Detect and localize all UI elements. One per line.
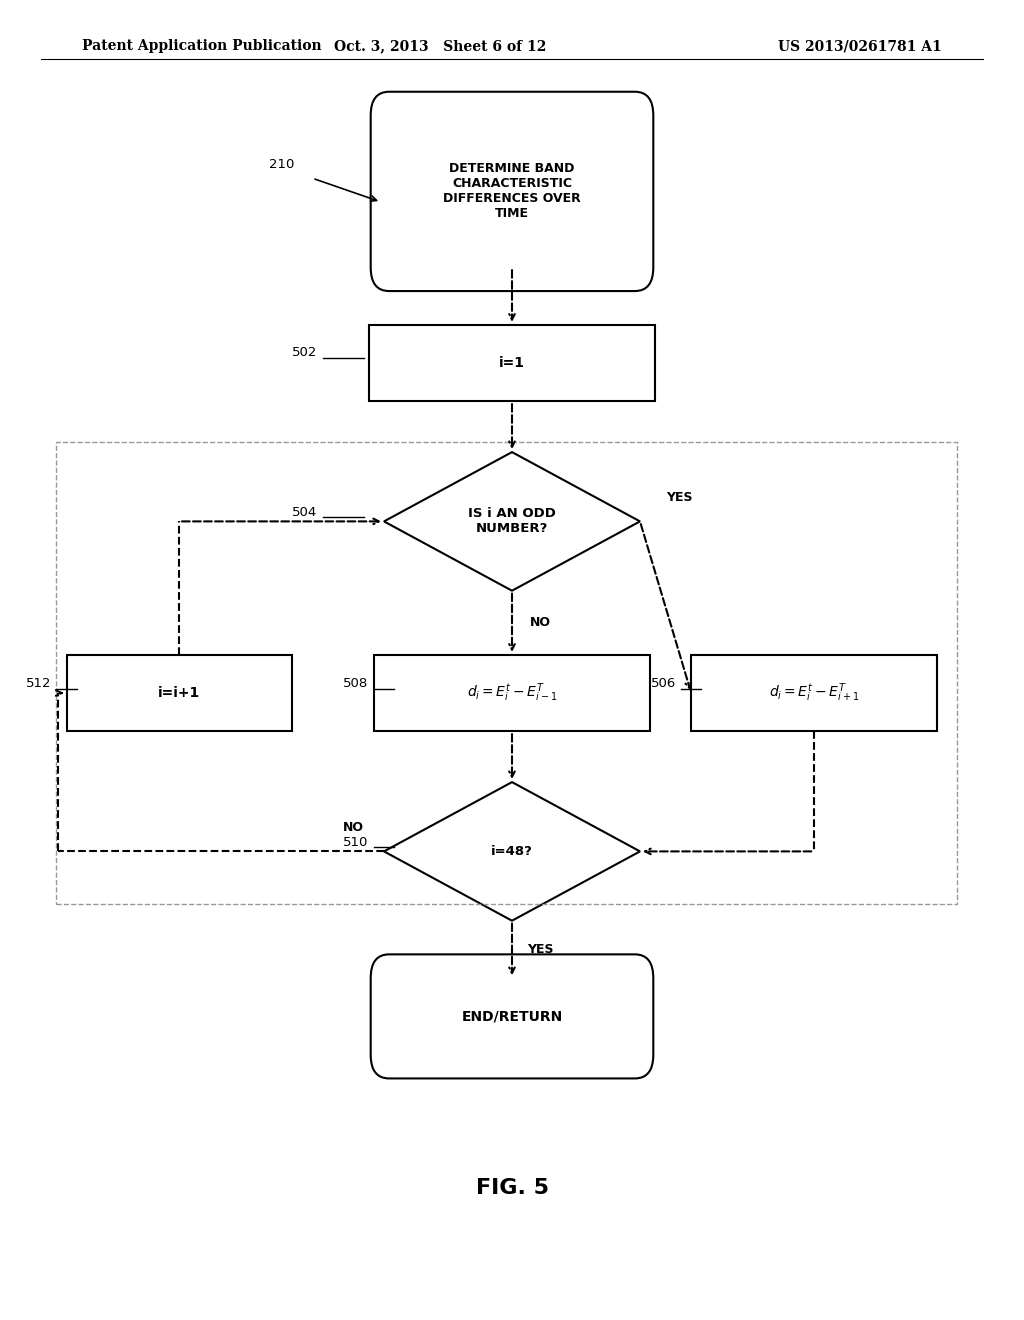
Text: i=48?: i=48? xyxy=(492,845,532,858)
Bar xyxy=(67,655,292,731)
Text: Patent Application Publication: Patent Application Publication xyxy=(82,40,322,53)
Text: DETERMINE BAND
CHARACTERISTIC
DIFFERENCES OVER
TIME: DETERMINE BAND CHARACTERISTIC DIFFERENCE… xyxy=(443,162,581,220)
Bar xyxy=(691,655,937,731)
Text: END/RETURN: END/RETURN xyxy=(462,1010,562,1023)
Text: i=1: i=1 xyxy=(499,356,525,370)
Text: YES: YES xyxy=(666,491,692,504)
Text: NO: NO xyxy=(343,821,364,834)
Text: Oct. 3, 2013   Sheet 6 of 12: Oct. 3, 2013 Sheet 6 of 12 xyxy=(334,40,547,53)
Text: $d_i=E_i^t-E_{i-1}^T$: $d_i=E_i^t-E_{i-1}^T$ xyxy=(467,681,557,705)
Text: $d_i=E_i^t-E_{i+1}^T$: $d_i=E_i^t-E_{i+1}^T$ xyxy=(769,681,859,705)
FancyBboxPatch shape xyxy=(371,92,653,290)
Bar xyxy=(369,325,655,401)
Polygon shape xyxy=(384,451,640,591)
Bar xyxy=(374,655,650,731)
Polygon shape xyxy=(384,781,640,921)
Text: 506: 506 xyxy=(650,677,676,690)
Text: 508: 508 xyxy=(343,677,369,690)
Text: 510: 510 xyxy=(343,836,369,849)
Text: NO: NO xyxy=(530,616,551,630)
Text: 504: 504 xyxy=(292,506,317,519)
Text: 210: 210 xyxy=(269,158,294,172)
Text: 502: 502 xyxy=(292,346,317,359)
Text: 512: 512 xyxy=(26,677,51,690)
Text: US 2013/0261781 A1: US 2013/0261781 A1 xyxy=(778,40,942,53)
FancyBboxPatch shape xyxy=(371,954,653,1078)
Text: IS i AN ODD
NUMBER?: IS i AN ODD NUMBER? xyxy=(468,507,556,536)
Text: FIG. 5: FIG. 5 xyxy=(475,1177,549,1199)
Text: i=i+1: i=i+1 xyxy=(158,686,201,700)
Text: YES: YES xyxy=(527,942,554,956)
